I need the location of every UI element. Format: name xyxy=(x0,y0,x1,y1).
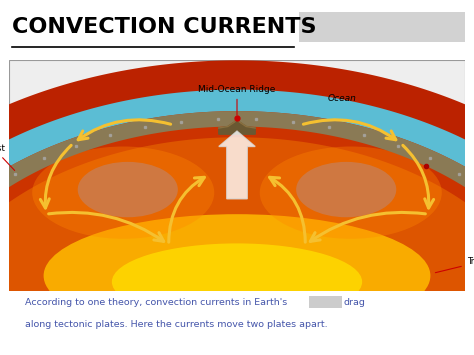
Text: Trench: Trench xyxy=(435,257,474,273)
Polygon shape xyxy=(0,100,474,353)
Text: CONVECTION CURRENTS: CONVECTION CURRENTS xyxy=(12,17,316,37)
Polygon shape xyxy=(0,111,474,341)
Text: along tectonic plates. Here the currents move two plates apart.: along tectonic plates. Here the currents… xyxy=(26,320,328,329)
Ellipse shape xyxy=(44,214,430,337)
Ellipse shape xyxy=(78,162,178,217)
Ellipse shape xyxy=(112,244,362,320)
Ellipse shape xyxy=(32,147,214,239)
Polygon shape xyxy=(0,89,474,340)
Text: Crust: Crust xyxy=(0,144,15,170)
Ellipse shape xyxy=(296,162,396,217)
FancyArrow shape xyxy=(219,131,255,199)
Text: Mid-Ocean Ridge: Mid-Ocean Ridge xyxy=(198,85,276,115)
Text: drag: drag xyxy=(344,298,366,307)
Polygon shape xyxy=(0,60,474,353)
Text: Ocean: Ocean xyxy=(328,94,357,103)
Text: According to one theory, convection currents in Earth's: According to one theory, convection curr… xyxy=(26,298,288,307)
Bar xyxy=(299,12,465,42)
Polygon shape xyxy=(219,118,255,134)
Polygon shape xyxy=(0,137,474,353)
Bar xyxy=(309,296,342,308)
Ellipse shape xyxy=(260,147,442,239)
